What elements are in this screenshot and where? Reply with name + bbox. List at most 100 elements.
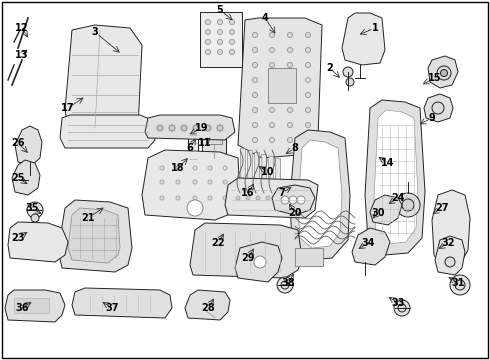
Text: 15: 15 — [428, 73, 442, 83]
Circle shape — [252, 122, 258, 127]
Circle shape — [297, 196, 305, 204]
Text: 8: 8 — [292, 143, 298, 153]
Circle shape — [160, 166, 164, 170]
Text: 14: 14 — [381, 158, 395, 168]
Circle shape — [229, 19, 235, 24]
Text: 4: 4 — [262, 13, 269, 23]
Circle shape — [270, 63, 274, 68]
Polygon shape — [58, 200, 132, 272]
Circle shape — [450, 275, 470, 295]
Bar — [206, 132, 222, 144]
Polygon shape — [261, 154, 266, 189]
Circle shape — [193, 125, 199, 131]
Circle shape — [305, 32, 311, 37]
Circle shape — [254, 256, 266, 268]
Polygon shape — [72, 288, 172, 318]
Circle shape — [305, 122, 311, 127]
Polygon shape — [190, 223, 302, 278]
Circle shape — [160, 196, 164, 200]
Circle shape — [305, 48, 311, 53]
Text: 3: 3 — [92, 27, 98, 37]
Text: 22: 22 — [211, 238, 225, 248]
Text: 36: 36 — [15, 303, 29, 313]
Text: 35: 35 — [25, 203, 39, 213]
Circle shape — [305, 108, 311, 113]
Text: 9: 9 — [429, 113, 436, 123]
Circle shape — [270, 108, 274, 113]
Polygon shape — [272, 185, 315, 215]
Text: 23: 23 — [11, 233, 25, 243]
Text: 13: 13 — [15, 50, 29, 60]
Circle shape — [266, 196, 270, 200]
Polygon shape — [432, 190, 470, 268]
Circle shape — [223, 196, 227, 200]
Polygon shape — [435, 236, 465, 275]
Circle shape — [305, 63, 311, 68]
Polygon shape — [65, 25, 142, 130]
Circle shape — [437, 66, 451, 80]
Circle shape — [432, 102, 444, 114]
Bar — [14, 298, 49, 313]
Circle shape — [305, 77, 311, 82]
Circle shape — [402, 199, 414, 211]
Polygon shape — [247, 150, 252, 193]
Circle shape — [229, 50, 235, 54]
Circle shape — [394, 300, 410, 316]
Text: 10: 10 — [261, 167, 275, 177]
Circle shape — [208, 180, 212, 184]
Circle shape — [346, 78, 354, 86]
Circle shape — [205, 50, 211, 54]
Polygon shape — [290, 130, 350, 260]
Polygon shape — [60, 115, 155, 148]
Circle shape — [289, 196, 297, 204]
Bar — [188, 128, 198, 166]
Circle shape — [169, 125, 175, 131]
Circle shape — [252, 32, 258, 37]
Polygon shape — [145, 115, 235, 140]
Circle shape — [286, 196, 290, 200]
Polygon shape — [268, 156, 273, 187]
Circle shape — [223, 180, 227, 184]
Bar — [268, 68, 296, 103]
Polygon shape — [370, 195, 402, 225]
Circle shape — [157, 125, 163, 131]
Text: 27: 27 — [435, 203, 449, 213]
Circle shape — [252, 48, 258, 53]
Circle shape — [218, 40, 222, 45]
Polygon shape — [68, 208, 120, 263]
Circle shape — [305, 138, 311, 143]
Circle shape — [288, 32, 293, 37]
Text: 32: 32 — [441, 238, 455, 248]
Text: 20: 20 — [288, 208, 302, 218]
Circle shape — [160, 180, 164, 184]
Circle shape — [288, 93, 293, 98]
Circle shape — [455, 280, 465, 290]
Polygon shape — [342, 13, 385, 65]
Circle shape — [288, 63, 293, 68]
Circle shape — [218, 50, 222, 54]
Circle shape — [31, 214, 39, 222]
Text: 24: 24 — [391, 193, 405, 203]
Circle shape — [288, 48, 293, 53]
Polygon shape — [185, 290, 230, 320]
Circle shape — [288, 108, 293, 113]
Bar — [200, 12, 242, 67]
Circle shape — [252, 138, 258, 143]
Text: 34: 34 — [361, 238, 375, 248]
Circle shape — [205, 125, 211, 131]
Circle shape — [176, 196, 180, 200]
Circle shape — [236, 196, 240, 200]
Text: 7: 7 — [279, 188, 285, 198]
Text: 12: 12 — [15, 23, 29, 33]
Circle shape — [398, 304, 406, 312]
Text: 17: 17 — [61, 103, 75, 113]
Circle shape — [205, 30, 211, 35]
Polygon shape — [365, 100, 425, 255]
Circle shape — [445, 257, 455, 267]
Polygon shape — [8, 222, 68, 262]
Text: 18: 18 — [171, 163, 185, 173]
Circle shape — [270, 122, 274, 127]
Polygon shape — [424, 94, 453, 122]
Polygon shape — [352, 228, 390, 265]
Circle shape — [276, 196, 280, 200]
